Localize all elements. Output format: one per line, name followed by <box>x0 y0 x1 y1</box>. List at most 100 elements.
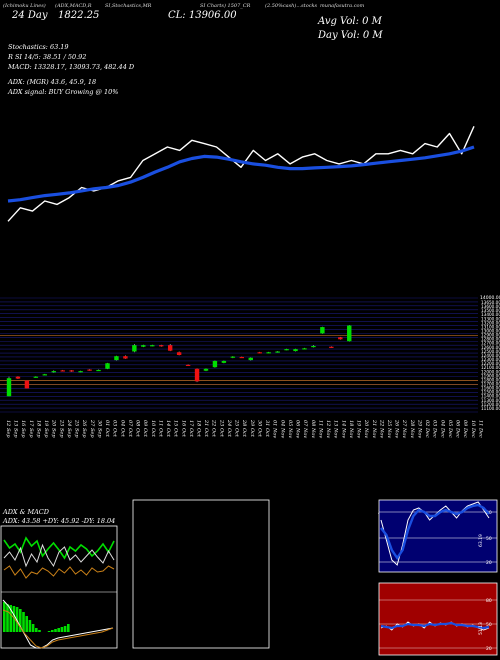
price-line <box>7 126 475 222</box>
axis-price-label: 12800.00 <box>481 337 500 342</box>
date-tick-label: 16 Sep <box>20 420 26 438</box>
candle-body <box>176 352 182 355</box>
rsi-panel-frame <box>378 582 498 656</box>
macd-histogram-bar <box>31 624 35 632</box>
macd-readout: MACD: 13328.17, 13093.73, 482.44 D <box>8 63 135 71</box>
date-tick-label: 25 Sep <box>74 419 80 438</box>
date-tick-label: 08 Nov <box>310 420 316 438</box>
axis-price-label: 12500.00 <box>481 349 500 354</box>
axis-price-label: 12700.00 <box>481 341 500 346</box>
candle-body <box>185 364 191 367</box>
header-small-mid3: SI Charts) 1507_CR <box>200 3 251 9</box>
macd-histogram-bar <box>3 602 6 632</box>
date-tick-label: 25 Nov <box>386 419 392 438</box>
date-tick-label: 06 Nov <box>295 420 301 438</box>
axis-price-label: 11300.00 <box>481 398 500 403</box>
candle-body <box>78 371 83 373</box>
candle-body <box>33 376 39 378</box>
macd-histogram-bar <box>6 604 9 632</box>
day-volume: Day Vol: 0 M <box>318 30 383 41</box>
axis-price-label: 11700.00 <box>481 381 500 386</box>
axis-price-label: 13650.00 <box>481 300 500 305</box>
candle-body <box>329 346 334 348</box>
candle-body <box>42 374 48 376</box>
date-tick-label: 24 Sep <box>66 419 72 438</box>
date-tick-label: 01 Nov <box>272 420 278 438</box>
price-value: 1822.25 <box>58 10 100 21</box>
intraday-panel-si: SI <box>262 508 270 516</box>
stoch-panel-title: Stochastics & R <box>378 508 431 516</box>
axis-price-label: 11500.00 <box>481 390 500 395</box>
candle-body <box>248 357 253 361</box>
candle-body <box>114 356 119 361</box>
header-small-mid1: (ADX,MACD,R <box>55 3 92 9</box>
date-tick-label: 09 Dec <box>462 420 468 438</box>
header-small-left: (Ichimoku Lines) <box>3 3 46 9</box>
date-tick-label: 11 Oct <box>157 420 163 438</box>
candle-body <box>203 368 209 371</box>
axis-price-label: 12300.00 <box>481 357 500 362</box>
candle-body <box>230 356 236 358</box>
macd-histogram-bar <box>35 628 38 632</box>
candle-body <box>302 348 307 350</box>
date-tick-label: 24 Oct <box>226 419 232 438</box>
macd-histogram-bar <box>67 624 70 632</box>
rsi-ma-line <box>380 621 490 630</box>
candle-body <box>239 356 245 359</box>
date-tick-label: 10 Oct <box>150 420 156 438</box>
date-tick-label: 04 Dec <box>439 420 445 438</box>
macd-histogram-bar <box>51 630 54 632</box>
stoch-panel-si: SI <box>464 508 472 516</box>
date-tick-label: 07 Nov <box>302 420 308 438</box>
candle-body <box>257 352 262 354</box>
moving-average-line <box>7 145 475 203</box>
candle-body <box>87 369 92 371</box>
axis-price-label: 13100.00 <box>481 324 500 329</box>
date-tick-label: 09 Oct <box>142 420 148 438</box>
date-tick-label: 27 Nov <box>401 419 407 438</box>
adx-panel-frame <box>0 525 118 649</box>
stoch-tick-label: 20 <box>486 560 492 566</box>
close-price: CL: 13906.00 <box>168 10 237 21</box>
date-tick-label: 26 Sep <box>81 419 87 438</box>
candle-body <box>96 369 101 372</box>
date-tick-label: 19 Nov <box>356 420 362 438</box>
candle-body <box>69 370 74 372</box>
candle-body <box>221 360 227 363</box>
date-tick-label: 31 Oct <box>264 420 270 438</box>
date-tick-label: 13 Nov <box>333 420 339 438</box>
axis-price-label: 12000.00 <box>481 369 500 374</box>
macd-histogram-bar <box>38 630 41 632</box>
macd-histogram-bar <box>60 627 64 632</box>
axis-price-label: 12600.00 <box>481 345 500 350</box>
adx-series-line <box>3 565 115 579</box>
date-tick-label: 03 Oct <box>112 420 118 438</box>
axis-price-label: 11600.00 <box>481 386 500 391</box>
date-tick-label: 04 Oct <box>119 420 125 438</box>
candle-body <box>15 376 21 379</box>
candle-body <box>6 378 12 397</box>
header-small-mid2: SI,Stochastics,MR <box>105 3 152 9</box>
candle-body <box>320 327 325 334</box>
macd-histogram-bar <box>15 607 19 632</box>
candle-body <box>51 371 56 373</box>
date-tick-label: 19 Sep <box>43 420 49 438</box>
date-tick-label: 21 Nov <box>371 419 377 438</box>
rsi-line <box>380 621 490 631</box>
stoch-tick-label: 80 <box>486 510 492 516</box>
macd-signal-line <box>2 609 114 649</box>
date-tick-label: 28 Oct <box>241 419 247 438</box>
date-tick-label: 20 Sep <box>51 419 57 438</box>
axis-price-label: 13000.00 <box>481 329 500 334</box>
intraday-panel-title: Intra Day Trading Price & MR <box>138 508 238 516</box>
macd-histogram-bar <box>57 628 60 632</box>
candle-body <box>167 345 173 351</box>
date-tick-label: 01 Oct <box>104 420 110 438</box>
date-tick-label: 11 Nov <box>317 420 323 438</box>
candle-body <box>275 351 280 353</box>
adx-series-line <box>3 543 115 568</box>
rsi-readout: R SI 14/5: 38.51 / 50.92 <box>8 53 87 61</box>
candle-body <box>338 337 343 340</box>
candle-body <box>212 360 218 368</box>
stoch-value-label: 63.19 <box>478 534 484 547</box>
